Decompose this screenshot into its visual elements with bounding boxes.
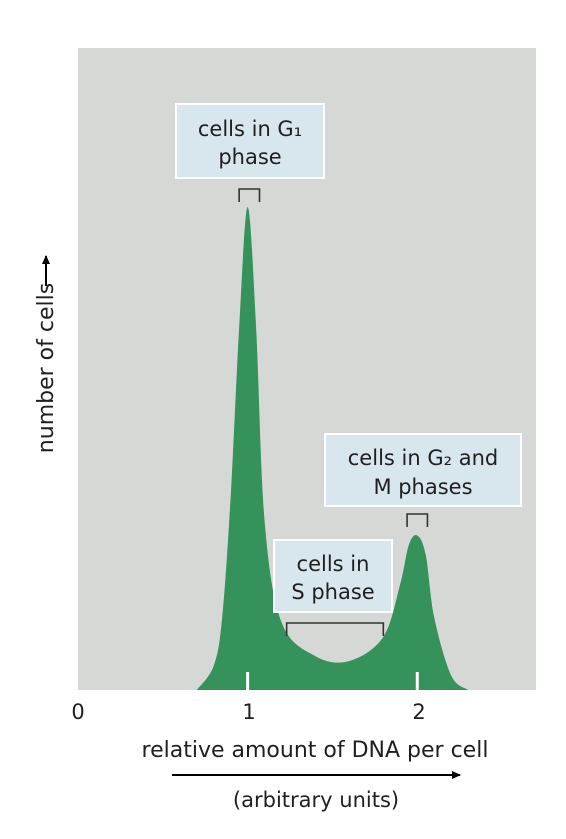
x-axis-label: relative amount of DNA per cell [142,738,489,763]
bracket-s [285,622,385,636]
annotation-s-line-1: cells in [297,552,370,576]
bracket-g1 [238,188,261,202]
x-tick-label-1: 1 [242,700,255,724]
y-axis-label: number of cells [34,283,59,453]
x-axis-ticks [246,672,419,690]
annotation-g2m: cells in G₂ and M phases [324,433,522,507]
annotation-g2m-box [324,433,522,507]
cell-count-area [196,207,469,690]
phase-brackets [238,188,429,636]
annotation-g2m-line-1: cells in G₂ and [348,446,498,470]
bracket-g2m [406,513,429,527]
annotation-g1-line-2: phase [218,145,281,169]
x-tick-label-0: 0 [71,700,84,724]
annotation-s: cells in S phase [273,539,393,613]
annotation-g1-box [175,103,325,179]
annotation-s-box [273,539,393,613]
annotation-s-line-2: S phase [291,580,374,604]
annotation-g2m-line-2: M phases [373,475,472,499]
x-axis-units: (arbitrary units) [233,788,399,812]
annotation-g1: cells in G₁ phase [175,103,325,179]
x-tick-label-2: 2 [412,700,425,724]
annotation-g1-line-1: cells in G₁ [198,117,302,141]
